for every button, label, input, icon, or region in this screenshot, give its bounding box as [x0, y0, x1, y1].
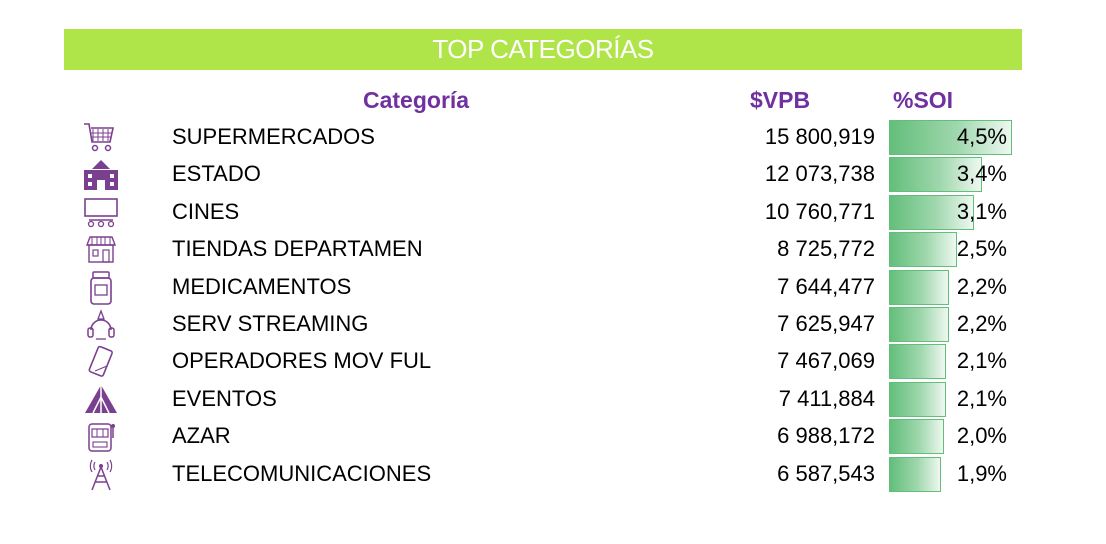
- category-name: TELECOMUNICACIONES: [172, 460, 432, 486]
- table-title: TOP CATEGORÍAS: [64, 29, 1022, 70]
- soi-data-bar: [889, 194, 974, 230]
- soi-data-bar: [889, 344, 946, 380]
- vpb-value: 7 467,069: [777, 348, 875, 374]
- soi-percent: 2,1%: [956, 348, 1007, 374]
- table-row: TELECOMUNICACIONES 6 587,543 1,9%: [0, 456, 1106, 493]
- soi-data-bar: [889, 381, 946, 417]
- soi-data-bar: [889, 419, 944, 455]
- antenna-tower-icon: [80, 458, 122, 492]
- table-row: SERV STREAMING 7 625,947 2,2%: [0, 306, 1106, 343]
- vpb-value: 15 800,919: [764, 124, 875, 149]
- soi-data-bar: [889, 307, 949, 342]
- category-name: SUPERMERCADOS: [172, 124, 375, 149]
- streaming-headset-icon: [80, 308, 122, 342]
- soi-data-bar: [889, 232, 957, 268]
- government-building-icon: [80, 158, 122, 192]
- category-name: EVENTOS: [172, 385, 277, 411]
- vpb-value: 7 644,477: [777, 273, 875, 299]
- soi-percent: 4,5%: [956, 124, 1007, 149]
- circus-tent-icon: [80, 383, 122, 417]
- vpb-value: 6 988,172: [777, 423, 875, 449]
- vpb-value: 8 725,772: [777, 236, 875, 262]
- header-category: Categoría: [363, 87, 470, 113]
- storefront-icon: [80, 233, 122, 267]
- mobile-phone-icon: [80, 345, 122, 379]
- table-row: SUPERMERCADOS 15 800,919 4,5%: [0, 119, 1106, 156]
- category-name: OPERADORES MOV FUL: [172, 348, 432, 374]
- shopping-cart-icon: [80, 121, 122, 155]
- category-name: ESTADO: [172, 161, 261, 187]
- soi-data-bar: [889, 269, 949, 305]
- category-name: AZAR: [172, 423, 231, 449]
- soi-percent: 3,1%: [956, 198, 1007, 224]
- soi-percent: 2,2%: [956, 311, 1007, 336]
- table-row: OPERADORES MOV FUL 7 467,069 2,1%: [0, 343, 1106, 380]
- header-soi: %SOI: [893, 87, 954, 113]
- vpb-value: 12 073,738: [764, 161, 875, 187]
- soi-percent: 2,1%: [956, 385, 1007, 411]
- medicine-bottle-icon: [80, 270, 122, 305]
- soi-data-bar: [889, 157, 982, 193]
- table-row: MEDICAMENTOS 7 644,477 2,2%: [0, 269, 1106, 306]
- soi-percent: 2,2%: [956, 273, 1007, 299]
- category-name: CINES: [172, 198, 240, 224]
- table-row: TIENDAS DEPARTAMEN 8 725,772 2,5%: [0, 231, 1106, 268]
- table-row: AZAR 6 988,172 2,0%: [0, 418, 1106, 455]
- table-row: EVENTOS 7 411,884 2,1%: [0, 381, 1106, 418]
- cinema-screen-icon: [80, 196, 122, 230]
- header-vpb: $VPB: [750, 87, 811, 113]
- soi-data-bar: [889, 456, 941, 492]
- category-name: TIENDAS DEPARTAMEN: [172, 236, 423, 262]
- soi-percent: 3,4%: [956, 161, 1007, 187]
- vpb-value: 6 587,543: [777, 460, 875, 486]
- soi-percent: 2,5%: [956, 236, 1007, 262]
- vpb-value: 7 411,884: [778, 385, 875, 411]
- vpb-value: 10 760,771: [764, 198, 875, 224]
- soi-percent: 2,0%: [956, 423, 1007, 449]
- soi-percent: 1,9%: [956, 460, 1007, 486]
- vpb-value: 7 625,947: [777, 311, 875, 336]
- slot-machine-icon: [80, 420, 122, 454]
- table-row: ESTADO 12 073,738 3,4%: [0, 156, 1106, 193]
- soi-data-bar: [889, 120, 1012, 155]
- category-name: SERV STREAMING: [172, 311, 369, 336]
- table-row: CINES 10 760,771 3,1%: [0, 194, 1106, 231]
- category-name: MEDICAMENTOS: [172, 273, 352, 299]
